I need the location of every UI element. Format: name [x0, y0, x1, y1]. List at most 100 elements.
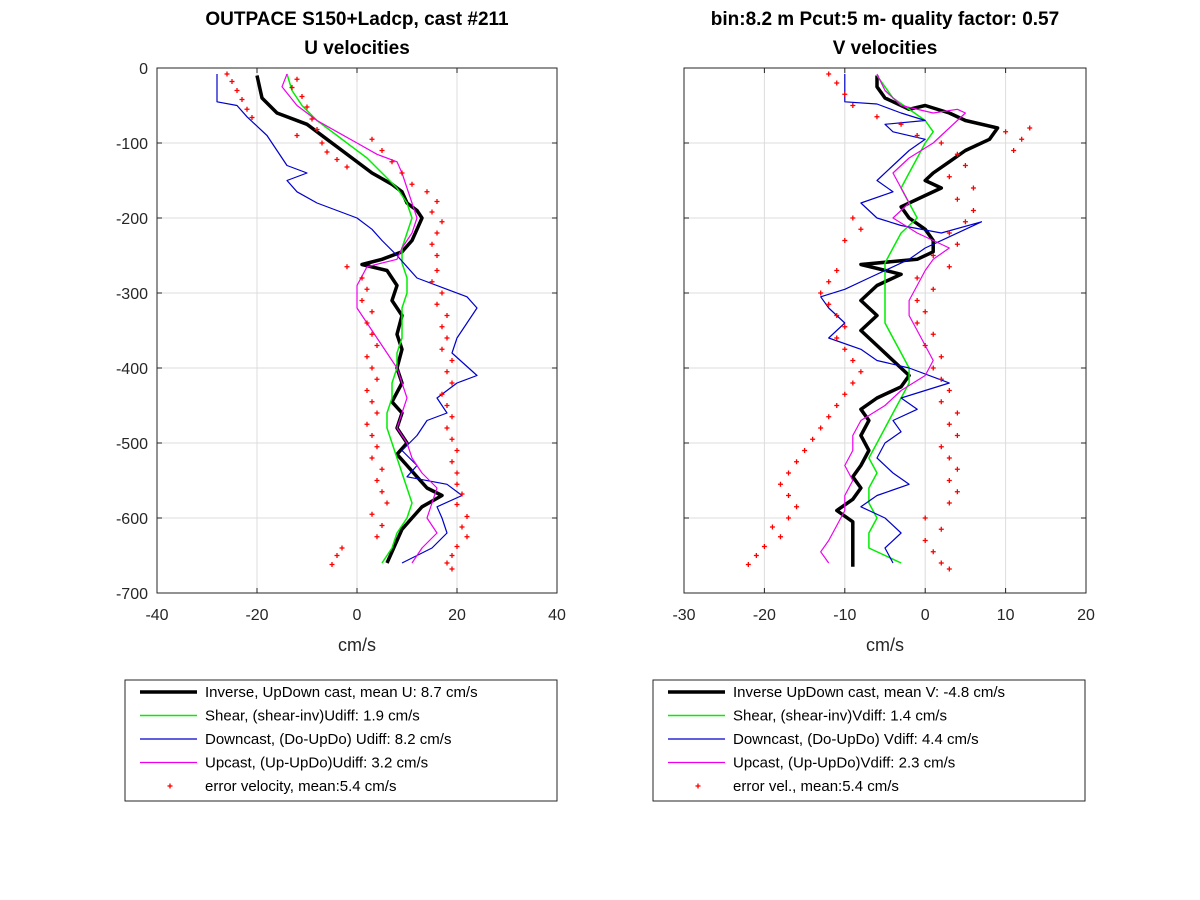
u-error-marker — [439, 324, 445, 330]
v-error-marker — [946, 230, 952, 236]
v-x-tick-label: 0 — [921, 607, 930, 624]
u-error-marker — [454, 448, 460, 453]
u-error-marker — [379, 466, 385, 472]
u-error-marker — [364, 388, 370, 393]
v-error-marker — [970, 185, 976, 191]
u-legend: Inverse, UpDown cast, mean U: 8.7 cm/s Sh… — [124, 679, 558, 802]
u-y-tick-label: -100 — [116, 136, 148, 153]
v-legend-box — [652, 679, 1086, 802]
v-error-marker — [842, 391, 848, 397]
v-error-marker — [930, 549, 936, 555]
u-x-tick-label: 0 — [353, 607, 362, 624]
u-error-marker — [369, 365, 375, 371]
v-series — [745, 71, 1033, 572]
v-error-marker — [946, 478, 952, 483]
u-error-marker — [369, 136, 375, 142]
v-error-marker — [794, 504, 800, 510]
v-error-marker — [962, 219, 968, 225]
u-error-marker — [449, 566, 455, 572]
u-error-marker — [369, 309, 375, 315]
u-x-tick-label: -40 — [145, 607, 168, 624]
v-error-marker — [938, 560, 944, 566]
u-error-marker — [334, 553, 340, 558]
v-error-marker — [826, 279, 832, 285]
v-error-marker — [954, 466, 960, 472]
u-error-marker — [314, 127, 320, 132]
u-y-tick-label: 0 — [139, 61, 148, 78]
u-x-tick-label: 40 — [548, 607, 566, 624]
v-error-marker — [761, 544, 767, 549]
u-y-tick-label: -400 — [116, 361, 148, 378]
u-error-marker — [334, 157, 340, 162]
u-error-marker — [359, 298, 365, 303]
v-error-marker — [954, 151, 960, 157]
v-error-marker — [858, 226, 864, 232]
u-error-marker — [374, 478, 380, 483]
v-plot-frame — [683, 67, 1087, 594]
u-error-marker — [464, 514, 470, 519]
u-error-marker — [374, 534, 380, 540]
u-error-marker — [344, 264, 350, 270]
v-error-marker — [938, 444, 944, 450]
u-error-marker — [339, 545, 345, 551]
v-error-marker — [850, 215, 856, 221]
u-error-marker — [444, 313, 450, 318]
v-error-marker — [826, 71, 832, 77]
v-error-marker — [777, 534, 783, 540]
u-error-marker — [294, 133, 300, 138]
u-error-marker — [369, 331, 375, 337]
v-error-marker — [834, 335, 840, 341]
u-error-marker — [289, 85, 295, 90]
v-error-marker — [842, 238, 848, 243]
v-error-marker — [1019, 136, 1025, 142]
u-series-line-1 — [286, 73, 413, 564]
v-error-marker — [786, 493, 792, 498]
v-series-line-1 — [868, 75, 934, 564]
u-legend-box — [124, 679, 558, 802]
u-error-marker — [374, 410, 380, 416]
u-series-line-2 — [216, 74, 478, 564]
v-error-marker — [810, 436, 816, 442]
v-error-marker — [794, 459, 800, 465]
v-error-marker — [826, 414, 832, 420]
v-error-marker — [1011, 148, 1017, 153]
u-error-marker — [369, 455, 375, 461]
u-series-line-0 — [255, 75, 444, 564]
v-velocity-panel: bin:8.2 m Pcut:5 m- quality factor: 0.57… — [672, 9, 1095, 655]
v-error-marker — [769, 524, 775, 530]
v-title-line-1: bin:8.2 m Pcut:5 m- quality factor: 0.57 — [711, 9, 1059, 30]
u-series — [216, 71, 478, 572]
v-error-marker — [954, 241, 960, 247]
u-error-marker — [229, 79, 235, 84]
u-legend-entry: Inverse, UpDown cast, mean U: 8.7 cm/s — [205, 684, 478, 701]
v-error-marker — [777, 481, 783, 487]
u-series-line-3 — [281, 73, 438, 564]
v-error-marker — [938, 354, 944, 360]
u-error-marker — [439, 219, 445, 225]
v-x-tick-label: -30 — [672, 607, 695, 624]
v-error-marker — [938, 376, 944, 382]
u-error-marker — [434, 199, 440, 204]
v-x-axis-label: cm/s — [866, 635, 904, 655]
u-error-marker — [304, 104, 310, 110]
u-error-marker — [454, 470, 460, 476]
v-error-marker — [946, 500, 952, 506]
u-error-marker — [434, 230, 440, 236]
u-error-marker — [449, 553, 455, 558]
u-error-marker — [429, 279, 435, 285]
u-error-marker — [239, 97, 245, 102]
v-error-marker — [786, 470, 792, 476]
u-error-marker — [424, 189, 430, 195]
v-error-marker — [938, 140, 944, 146]
v-ticks: -30 -20 -10 0 10 20 — [672, 67, 1095, 624]
v-error-marker — [930, 331, 936, 337]
u-y-tick-label: -500 — [116, 436, 148, 453]
u-title-line-1: OUTPACE S150+Ladcp, cast #211 — [205, 9, 509, 30]
u-error-marker — [444, 335, 450, 341]
v-x-tick-label: -10 — [833, 607, 856, 624]
v-error-marker — [802, 448, 808, 453]
v-error-marker — [753, 553, 759, 558]
u-error-marker — [449, 414, 455, 420]
u-y-tick-label: -300 — [116, 286, 148, 303]
v-error-marker — [850, 380, 856, 386]
